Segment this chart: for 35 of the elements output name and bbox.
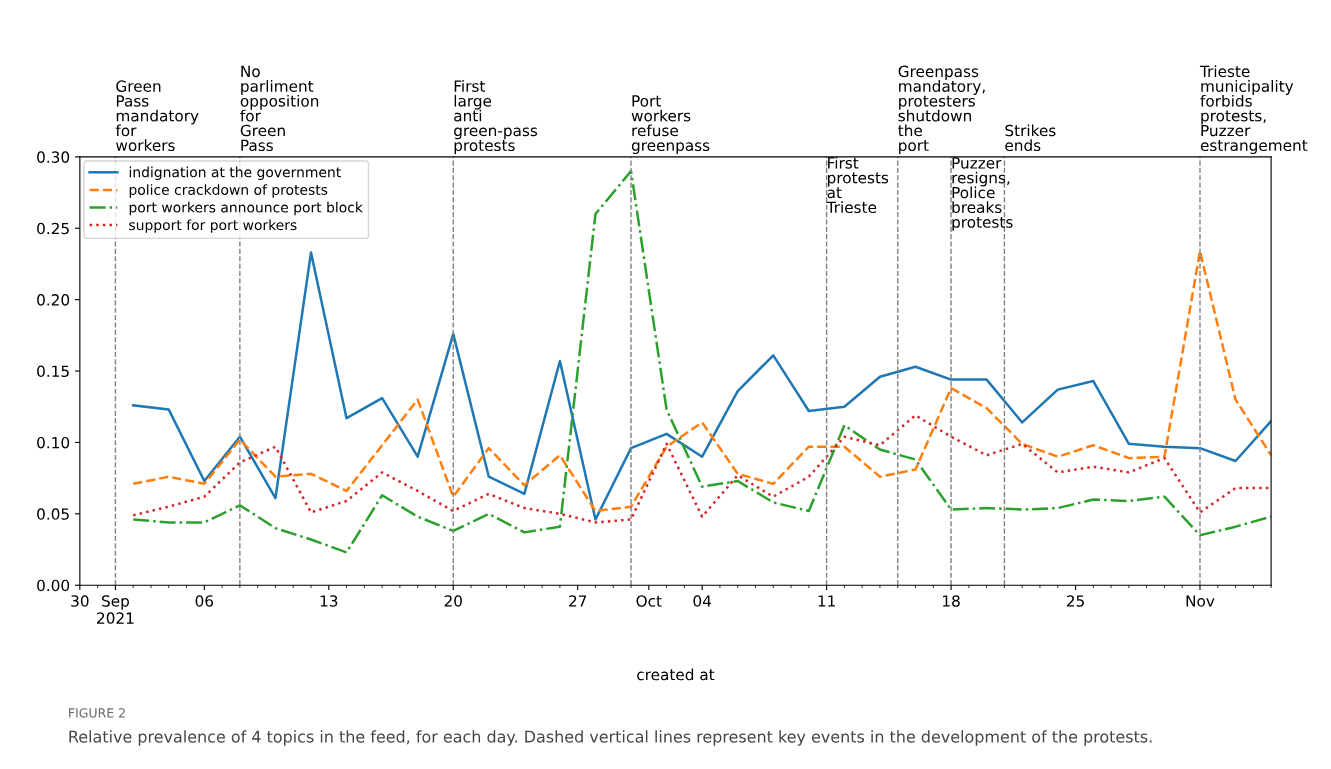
ref-line-label: Green Pass mandatory for workers bbox=[115, 80, 199, 152]
x-tick-label: Sep 2021 bbox=[97, 595, 134, 624]
ref-line-label: Strikes ends bbox=[1005, 124, 1056, 152]
y-tick-label: 0.10 bbox=[37, 436, 70, 449]
ref-line-label: No parliment opposition for Green Pass bbox=[240, 65, 319, 152]
x-axis-title: created at bbox=[637, 668, 715, 681]
ref-line-label: Greenpass mandatory, protesters shutdown the port bbox=[898, 65, 985, 155]
x-tick-label: Oct bbox=[636, 595, 662, 607]
y-tick-label: 0.00 bbox=[37, 579, 70, 592]
y-tick-label: 0.25 bbox=[37, 222, 69, 235]
x-tick-label: 27 bbox=[569, 595, 587, 607]
legend-label: port workers announce port block bbox=[129, 201, 363, 216]
ref-line-label: Trieste municipality forbids protests, Puzzer estrangement bbox=[1199, 65, 1308, 155]
ref-line-label: First protests at Trieste bbox=[826, 156, 889, 214]
ref-line-label: Port workers refuse greenpass bbox=[631, 95, 710, 155]
y-tick-label: 0.30 bbox=[37, 151, 70, 163]
legend-label: support for port workers bbox=[129, 219, 297, 233]
legend-label: police crackdown of protests bbox=[129, 184, 328, 198]
legend-label: indignation at the government bbox=[129, 166, 341, 181]
ref-line-label: Puzzer resigns, Police breaks protests bbox=[952, 157, 1013, 231]
text: Relative prevalence of 4 topics in the feed, for each day. Dashed vertical lines represent key events in the development of the protests. bbox=[69, 730, 1152, 746]
caption: FIGURE 2 bbox=[69, 708, 125, 718]
ref-line-label: First large anti green-pass protests bbox=[454, 80, 538, 155]
y-tick-label: 0.05 bbox=[37, 508, 69, 520]
x-tick-label: 13 bbox=[320, 595, 338, 607]
x-tick-label: 11 bbox=[818, 595, 835, 607]
x-tick-label: 30 bbox=[71, 595, 89, 607]
x-tick-label: Nov bbox=[1186, 595, 1215, 607]
x-tick-label: 18 bbox=[943, 595, 960, 607]
x-tick-label: 04 bbox=[693, 595, 712, 607]
y-tick-label: 0.15 bbox=[37, 365, 69, 378]
x-tick-label: 25 bbox=[1066, 595, 1084, 607]
y-tick-label: 0.20 bbox=[37, 294, 70, 306]
x-tick-label: 20 bbox=[444, 595, 462, 607]
x-tick-label: 06 bbox=[195, 595, 214, 607]
